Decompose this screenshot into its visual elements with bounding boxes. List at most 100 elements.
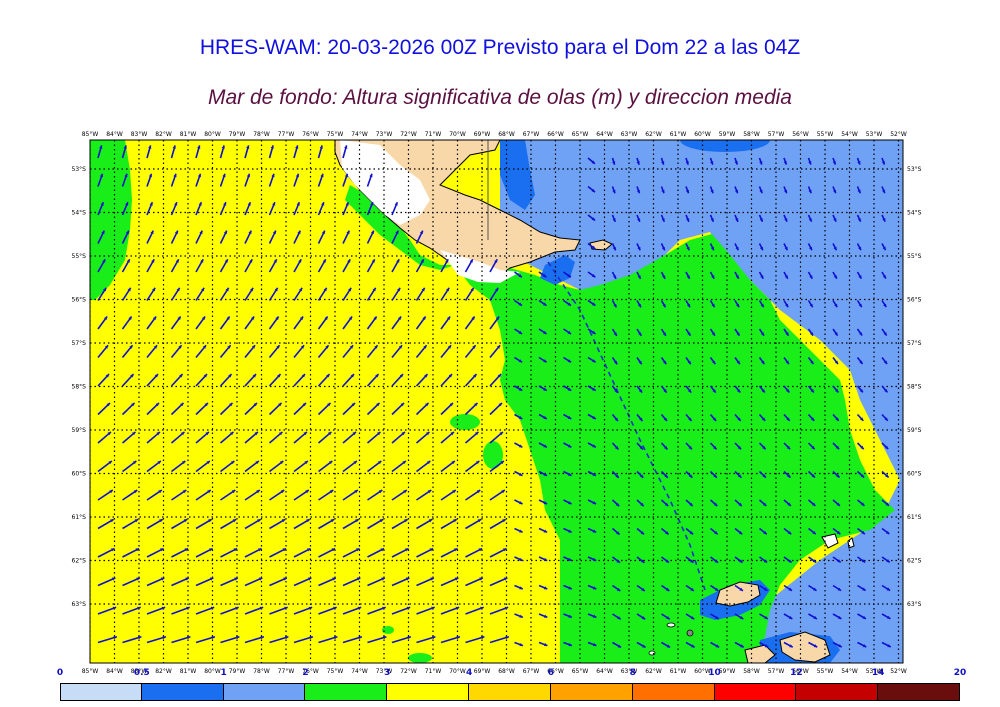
longitude-label: 56°W <box>792 131 809 138</box>
wave-direction-arrow <box>97 287 107 301</box>
wave-direction-arrow <box>195 316 206 330</box>
wave-direction-arrow <box>440 547 458 558</box>
wave-direction-arrow <box>244 145 250 159</box>
wave-direction-arrow <box>195 173 202 187</box>
wave-direction-arrow <box>269 577 288 587</box>
longitude-label: 72°W <box>400 668 417 675</box>
wave-direction-arrow <box>807 157 812 165</box>
wave-direction-arrow <box>170 173 177 187</box>
longitude-label: 82°W <box>155 668 172 675</box>
wave-direction-arrow <box>783 385 790 393</box>
wave-direction-arrow <box>734 556 744 564</box>
wave-direction-arrow <box>563 328 572 335</box>
wave-direction-arrow <box>244 373 257 387</box>
wave-direction-arrow <box>857 556 866 564</box>
wave-direction-arrow <box>489 518 507 530</box>
wave-direction-arrow <box>318 518 335 530</box>
map-title: HRES-WAM: 20-03-2026 00Z Previsto para e… <box>199 36 801 59</box>
wave-direction-arrow <box>293 606 313 615</box>
colorbar-tick-label: 6 <box>547 668 555 678</box>
wave-direction-arrow <box>563 356 572 363</box>
longitude-label: 67°W <box>523 131 540 138</box>
wave-direction-arrow <box>734 527 743 535</box>
wave-direction-arrow <box>440 344 452 359</box>
wave-direction-arrow <box>856 328 863 337</box>
wave-direction-arrow <box>415 402 430 416</box>
wave-direction-arrow <box>709 442 718 450</box>
longitude-label: 85°W <box>82 668 99 675</box>
wave-direction-arrow <box>783 157 788 165</box>
longitude-label: 77°W <box>278 668 295 675</box>
wave-direction-arrow <box>366 173 373 187</box>
wave-direction-arrow <box>538 413 548 420</box>
wave-direction-arrow <box>219 373 233 387</box>
wave-direction-arrow <box>807 243 813 251</box>
wave-direction-arrow <box>97 606 117 615</box>
wave-direction-arrow <box>758 357 766 365</box>
wave-direction-arrow <box>268 402 283 416</box>
colorbar-tick-label: 4 <box>465 668 473 678</box>
wave-direction-arrow <box>514 442 523 448</box>
wave-direction-arrow <box>367 577 386 587</box>
colorbar-tick-label: 0.5 <box>133 668 150 678</box>
wave-direction-arrow <box>318 606 337 615</box>
wave-direction-arrow <box>415 316 427 330</box>
wave-direction-arrow <box>220 577 239 587</box>
longitude-label: 71°W <box>425 131 442 138</box>
colorbar-segment <box>714 683 797 701</box>
wave-direction-arrow <box>268 145 274 159</box>
wave-direction-arrow <box>832 499 841 507</box>
wave-direction-arrow <box>219 316 231 330</box>
wave-direction-arrow <box>709 499 718 507</box>
wave-direction-arrow <box>734 385 741 394</box>
wave-direction-arrow <box>685 442 693 450</box>
wave-direction-arrow <box>317 431 332 444</box>
longitude-label: 66°W <box>547 668 564 675</box>
wave-direction-arrow <box>832 641 843 648</box>
wave-direction-arrow <box>97 635 118 644</box>
wave-direction-arrow <box>587 356 597 363</box>
wave-direction-arrow <box>660 328 667 337</box>
wave-direction-arrow <box>611 470 620 479</box>
wave-direction-arrow <box>685 556 695 564</box>
wave-direction-arrow <box>563 385 572 392</box>
wave-direction-arrow <box>317 145 323 159</box>
wave-direction-arrow <box>391 518 409 530</box>
longitude-label: 73°W <box>376 668 393 675</box>
wave-direction-arrow <box>416 460 431 473</box>
colorbar-tick-label: 1 <box>220 668 227 678</box>
wave-direction-arrow <box>660 527 670 536</box>
wave-direction-arrow <box>269 547 287 558</box>
longitude-label: 60°W <box>694 668 711 675</box>
wave-direction-arrow <box>758 470 767 479</box>
wave-direction-arrow <box>440 402 454 416</box>
wave-direction-arrow <box>219 230 228 244</box>
longitude-label: 81°W <box>180 131 197 138</box>
wave-direction-arrow <box>391 547 409 558</box>
wave-direction-arrow <box>195 258 204 273</box>
wave-direction-arrow <box>710 584 719 592</box>
longitude-label: 75°W <box>327 131 344 138</box>
wave-direction-arrow <box>807 442 816 450</box>
longitude-label: 59°W <box>719 668 736 675</box>
wave-direction-arrow <box>783 214 788 223</box>
wave-direction-arrow <box>758 413 766 422</box>
wave-direction-arrow <box>832 385 839 393</box>
wave-direction-arrow <box>195 489 212 501</box>
wave-direction-arrow <box>807 499 816 507</box>
wave-direction-arrow <box>293 344 305 359</box>
wave-direction-arrow <box>538 356 548 363</box>
longitude-label: 68°W <box>498 668 515 675</box>
longitude-label: 74°W <box>351 668 368 675</box>
wave-direction-arrow <box>807 300 814 308</box>
wave-direction-arrow <box>856 271 863 280</box>
wave-direction-arrow <box>415 373 429 387</box>
wave-direction-arrow <box>514 613 524 619</box>
antarctic-island-land <box>779 631 831 663</box>
wave-direction-arrow <box>563 299 572 307</box>
longitude-label: 67°W <box>523 668 540 675</box>
wave-direction-arrow <box>758 271 764 280</box>
wave-direction-arrow <box>832 328 839 337</box>
wave-direction-arrow <box>293 258 302 273</box>
wave-direction-arrow <box>709 328 716 337</box>
